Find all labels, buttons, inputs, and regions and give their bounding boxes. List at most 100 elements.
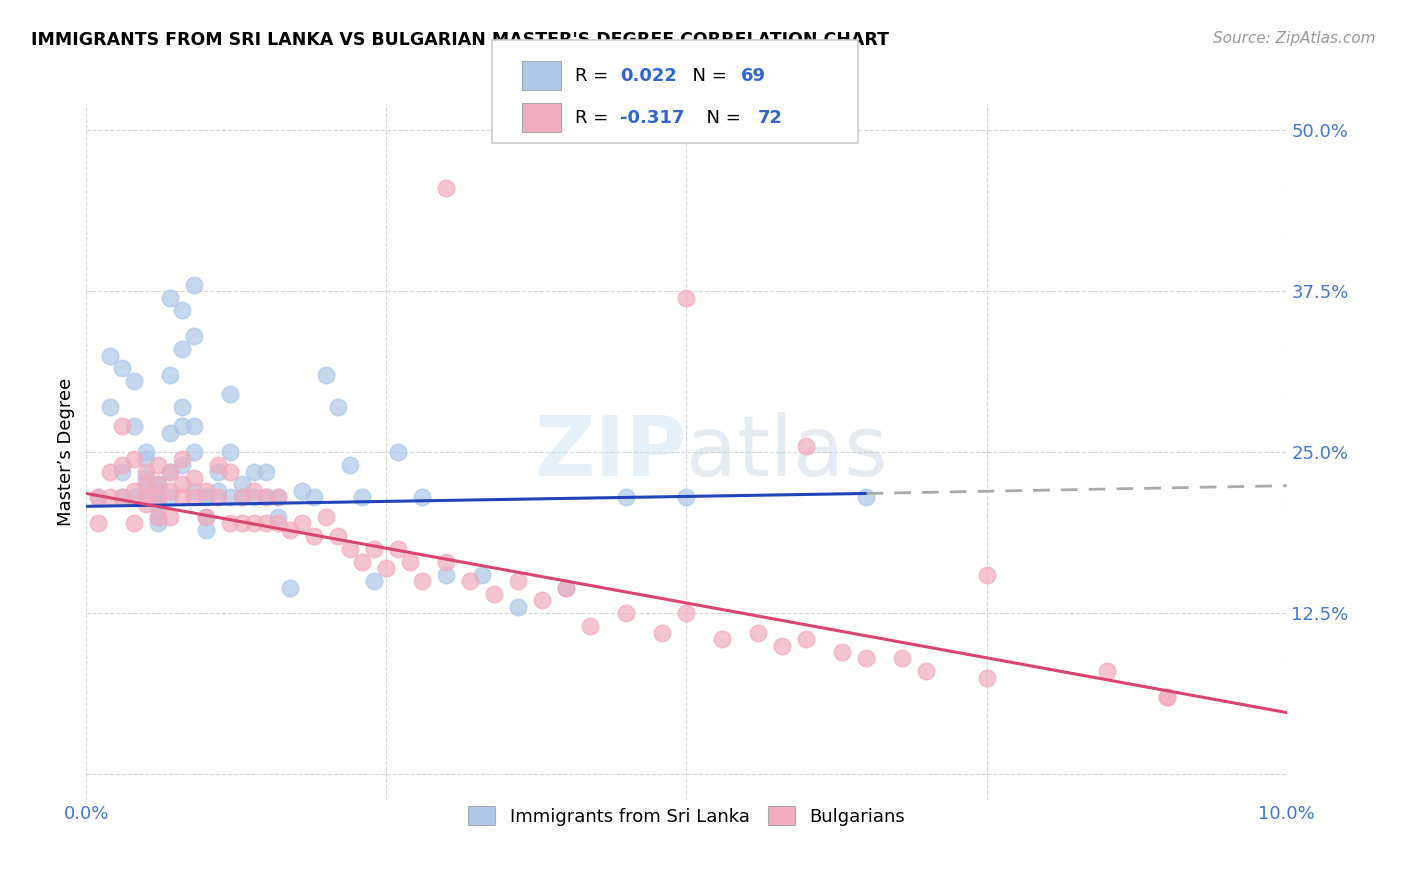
- Point: [304, 529, 326, 543]
- Point: [796, 632, 818, 646]
- Text: R =: R =: [575, 67, 614, 85]
- Point: [339, 458, 361, 472]
- Point: [434, 181, 457, 195]
- Text: N =: N =: [695, 109, 747, 127]
- Point: [124, 491, 146, 505]
- Point: [267, 491, 290, 505]
- Point: [135, 451, 157, 466]
- Point: [135, 491, 157, 505]
- Point: [434, 555, 457, 569]
- Point: [254, 516, 277, 530]
- Text: 72: 72: [758, 109, 783, 127]
- Point: [555, 581, 578, 595]
- Point: [280, 581, 302, 595]
- Point: [159, 465, 181, 479]
- Point: [183, 445, 205, 459]
- Point: [243, 491, 266, 505]
- Point: [183, 471, 205, 485]
- Point: [976, 567, 998, 582]
- Point: [135, 465, 157, 479]
- Point: [796, 439, 818, 453]
- Point: [471, 567, 494, 582]
- Point: [159, 465, 181, 479]
- Point: [111, 419, 134, 434]
- Point: [411, 574, 433, 588]
- Point: [98, 400, 121, 414]
- Point: [831, 645, 853, 659]
- Point: [172, 477, 194, 491]
- Y-axis label: Master’s Degree: Master’s Degree: [58, 378, 75, 526]
- Point: [675, 607, 697, 621]
- Point: [375, 561, 398, 575]
- Point: [579, 619, 602, 633]
- Point: [267, 516, 290, 530]
- Point: [891, 651, 914, 665]
- Point: [124, 451, 146, 466]
- Point: [111, 361, 134, 376]
- Point: [747, 625, 769, 640]
- Point: [315, 368, 337, 382]
- Point: [484, 587, 506, 601]
- Point: [616, 491, 638, 505]
- Point: [855, 491, 877, 505]
- Point: [460, 574, 482, 588]
- Point: [352, 491, 374, 505]
- Point: [172, 419, 194, 434]
- Point: [148, 516, 170, 530]
- Point: [267, 491, 290, 505]
- Point: [339, 541, 361, 556]
- Point: [148, 491, 170, 505]
- Point: [148, 491, 170, 505]
- Point: [135, 497, 157, 511]
- Point: [87, 491, 110, 505]
- Text: R =: R =: [575, 109, 614, 127]
- Point: [159, 425, 181, 440]
- Point: [616, 607, 638, 621]
- Point: [219, 516, 242, 530]
- Text: Source: ZipAtlas.com: Source: ZipAtlas.com: [1212, 31, 1375, 46]
- Point: [159, 491, 181, 505]
- Point: [124, 516, 146, 530]
- Point: [87, 516, 110, 530]
- Point: [675, 291, 697, 305]
- Point: [219, 491, 242, 505]
- Point: [254, 491, 277, 505]
- Point: [328, 400, 350, 414]
- Point: [195, 509, 218, 524]
- Point: [231, 491, 253, 505]
- Point: [135, 471, 157, 485]
- Point: [124, 419, 146, 434]
- Point: [172, 458, 194, 472]
- Point: [1095, 665, 1118, 679]
- Point: [280, 523, 302, 537]
- Point: [148, 477, 170, 491]
- Point: [267, 509, 290, 524]
- Point: [1156, 690, 1178, 705]
- Point: [195, 491, 218, 505]
- Text: IMMIGRANTS FROM SRI LANKA VS BULGARIAN MASTER'S DEGREE CORRELATION CHART: IMMIGRANTS FROM SRI LANKA VS BULGARIAN M…: [31, 31, 889, 49]
- Point: [135, 483, 157, 498]
- Point: [195, 523, 218, 537]
- Point: [183, 277, 205, 292]
- Point: [254, 465, 277, 479]
- Point: [915, 665, 938, 679]
- Point: [207, 458, 229, 472]
- Point: [219, 387, 242, 401]
- Point: [148, 497, 170, 511]
- Point: [124, 483, 146, 498]
- Point: [434, 567, 457, 582]
- Point: [651, 625, 673, 640]
- Point: [315, 509, 337, 524]
- Point: [231, 491, 253, 505]
- Point: [159, 368, 181, 382]
- Point: [243, 465, 266, 479]
- Point: [363, 574, 385, 588]
- Point: [231, 477, 253, 491]
- Point: [411, 491, 433, 505]
- Point: [148, 509, 170, 524]
- Point: [387, 445, 409, 459]
- Legend: Immigrants from Sri Lanka, Bulgarians: Immigrants from Sri Lanka, Bulgarians: [461, 799, 912, 833]
- Point: [183, 329, 205, 343]
- Point: [363, 541, 385, 556]
- Point: [148, 483, 170, 498]
